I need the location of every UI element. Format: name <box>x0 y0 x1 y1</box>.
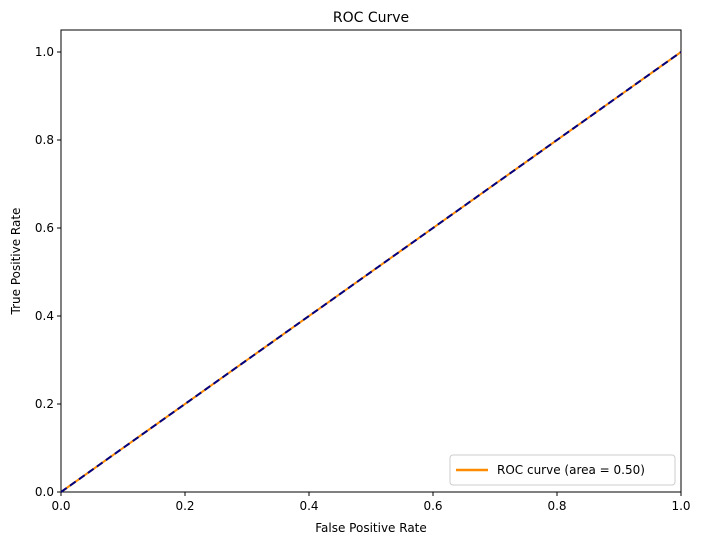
x-tick-label: 1.0 <box>671 499 690 513</box>
y-tick-label: 0.2 <box>35 397 54 411</box>
y-axis-ticks: 0.0 0.2 0.4 0.6 0.8 1.0 <box>35 45 61 499</box>
x-tick-label: 0.4 <box>299 499 318 513</box>
x-tick-label: 0.6 <box>423 499 442 513</box>
legend: ROC curve (area = 0.50) <box>449 454 676 486</box>
x-tick-label: 0.2 <box>175 499 194 513</box>
x-tick-label: 0.8 <box>547 499 566 513</box>
x-axis-ticks: 0.0 0.2 0.4 0.6 0.8 1.0 <box>51 492 691 513</box>
plot-area-frame <box>60 29 682 493</box>
y-tick-label: 0.0 <box>35 485 54 499</box>
chart-title: ROC Curve <box>333 10 409 26</box>
x-tick-label: 0.0 <box>51 499 70 513</box>
chance-diagonal-line <box>60 51 682 493</box>
series-layer <box>60 51 682 493</box>
y-tick-label: 0.8 <box>35 133 54 147</box>
y-tick-label: 0.6 <box>35 221 54 235</box>
y-tick-label: 1.0 <box>35 45 54 59</box>
legend-label-roc-curve: ROC curve (area = 0.50) <box>497 463 645 477</box>
legend-box <box>449 454 676 486</box>
x-axis-title: False Positive Rate <box>315 521 427 535</box>
y-axis-title: True Positive Rate <box>9 208 23 316</box>
y-tick-label: 0.4 <box>35 309 54 323</box>
